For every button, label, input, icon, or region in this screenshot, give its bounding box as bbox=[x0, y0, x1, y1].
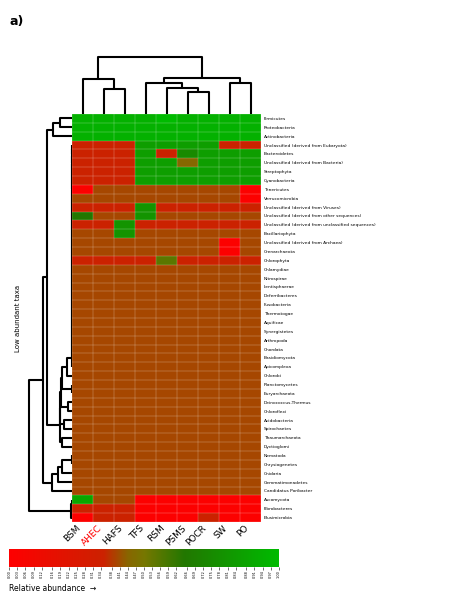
Text: Relative abundance  →: Relative abundance → bbox=[9, 584, 96, 593]
Text: a): a) bbox=[9, 15, 23, 28]
Text: Low abundant taxa: Low abundant taxa bbox=[15, 284, 21, 352]
